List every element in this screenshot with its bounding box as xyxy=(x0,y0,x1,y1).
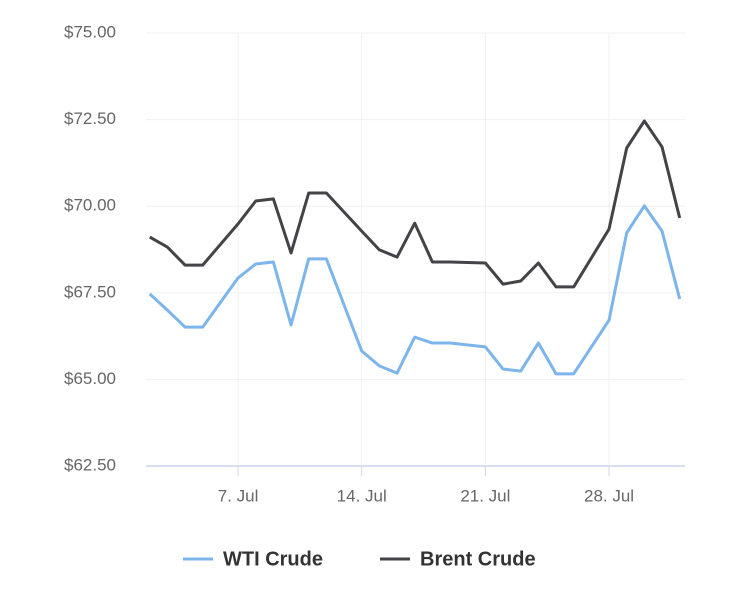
y-tick-label: $75.00 xyxy=(64,22,116,41)
y-tick-label: $65.00 xyxy=(64,369,116,388)
x-tick-label: 14. Jul xyxy=(337,486,387,505)
series-line xyxy=(148,204,682,376)
x-tick-label: 7. Jul xyxy=(218,486,259,505)
y-tick-label: $67.50 xyxy=(64,282,116,301)
y-tick-label: $62.50 xyxy=(64,455,116,474)
x-tick-label: 28. Jul xyxy=(584,486,634,505)
legend-label[interactable]: Brent Crude xyxy=(420,548,536,570)
y-tick-label: $70.00 xyxy=(64,196,116,215)
y-tick-label: $72.50 xyxy=(64,109,116,128)
legend-label[interactable]: WTI Crude xyxy=(223,548,323,570)
series-line xyxy=(148,119,682,289)
x-tick-label: 21. Jul xyxy=(460,486,510,505)
